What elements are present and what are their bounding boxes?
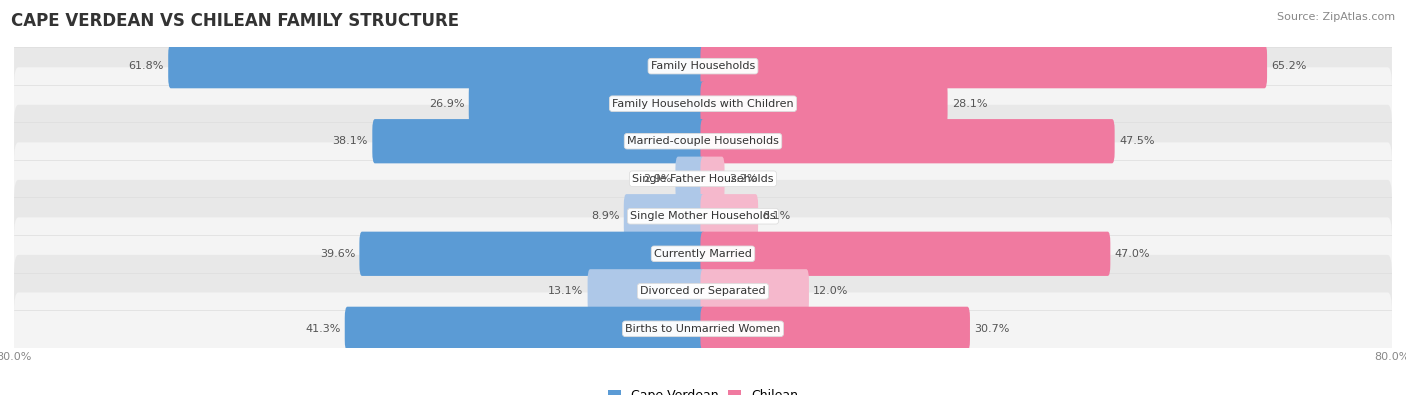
FancyBboxPatch shape: [14, 255, 1392, 328]
Text: 39.6%: 39.6%: [319, 249, 356, 259]
FancyBboxPatch shape: [624, 194, 706, 239]
FancyBboxPatch shape: [14, 30, 1392, 103]
FancyBboxPatch shape: [700, 269, 808, 314]
Text: 47.5%: 47.5%: [1119, 136, 1154, 146]
Text: Births to Unmarried Women: Births to Unmarried Women: [626, 324, 780, 334]
FancyBboxPatch shape: [373, 119, 706, 164]
Text: 12.0%: 12.0%: [813, 286, 849, 296]
FancyBboxPatch shape: [588, 269, 706, 314]
FancyBboxPatch shape: [14, 292, 1392, 365]
FancyBboxPatch shape: [700, 119, 1115, 164]
FancyBboxPatch shape: [360, 231, 706, 276]
Text: 61.8%: 61.8%: [128, 61, 165, 71]
Text: 41.3%: 41.3%: [305, 324, 340, 334]
Text: Source: ZipAtlas.com: Source: ZipAtlas.com: [1277, 12, 1395, 22]
FancyBboxPatch shape: [14, 180, 1392, 253]
FancyBboxPatch shape: [675, 156, 706, 201]
Text: 38.1%: 38.1%: [333, 136, 368, 146]
Text: 28.1%: 28.1%: [952, 99, 987, 109]
Legend: Cape Verdean, Chilean: Cape Verdean, Chilean: [603, 384, 803, 395]
Text: 47.0%: 47.0%: [1115, 249, 1150, 259]
Text: 26.9%: 26.9%: [429, 99, 464, 109]
Text: Family Households with Children: Family Households with Children: [612, 99, 794, 109]
FancyBboxPatch shape: [169, 44, 706, 88]
FancyBboxPatch shape: [700, 156, 724, 201]
FancyBboxPatch shape: [14, 142, 1392, 215]
FancyBboxPatch shape: [700, 231, 1111, 276]
Text: 13.1%: 13.1%: [548, 286, 583, 296]
Text: 6.1%: 6.1%: [762, 211, 790, 221]
FancyBboxPatch shape: [700, 44, 1267, 88]
Text: Currently Married: Currently Married: [654, 249, 752, 259]
Text: 30.7%: 30.7%: [974, 324, 1010, 334]
FancyBboxPatch shape: [14, 67, 1392, 140]
Text: 2.9%: 2.9%: [643, 174, 671, 184]
Text: Single Mother Households: Single Mother Households: [630, 211, 776, 221]
Text: Family Households: Family Households: [651, 61, 755, 71]
FancyBboxPatch shape: [700, 307, 970, 351]
FancyBboxPatch shape: [14, 217, 1392, 290]
Text: Divorced or Separated: Divorced or Separated: [640, 286, 766, 296]
Text: 2.2%: 2.2%: [728, 174, 758, 184]
FancyBboxPatch shape: [700, 194, 758, 239]
FancyBboxPatch shape: [700, 81, 948, 126]
FancyBboxPatch shape: [468, 81, 706, 126]
Text: Single Father Households: Single Father Households: [633, 174, 773, 184]
Text: Married-couple Households: Married-couple Households: [627, 136, 779, 146]
Text: 65.2%: 65.2%: [1271, 61, 1306, 71]
FancyBboxPatch shape: [14, 105, 1392, 178]
Text: 8.9%: 8.9%: [591, 211, 620, 221]
FancyBboxPatch shape: [344, 307, 706, 351]
Text: CAPE VERDEAN VS CHILEAN FAMILY STRUCTURE: CAPE VERDEAN VS CHILEAN FAMILY STRUCTURE: [11, 12, 460, 30]
